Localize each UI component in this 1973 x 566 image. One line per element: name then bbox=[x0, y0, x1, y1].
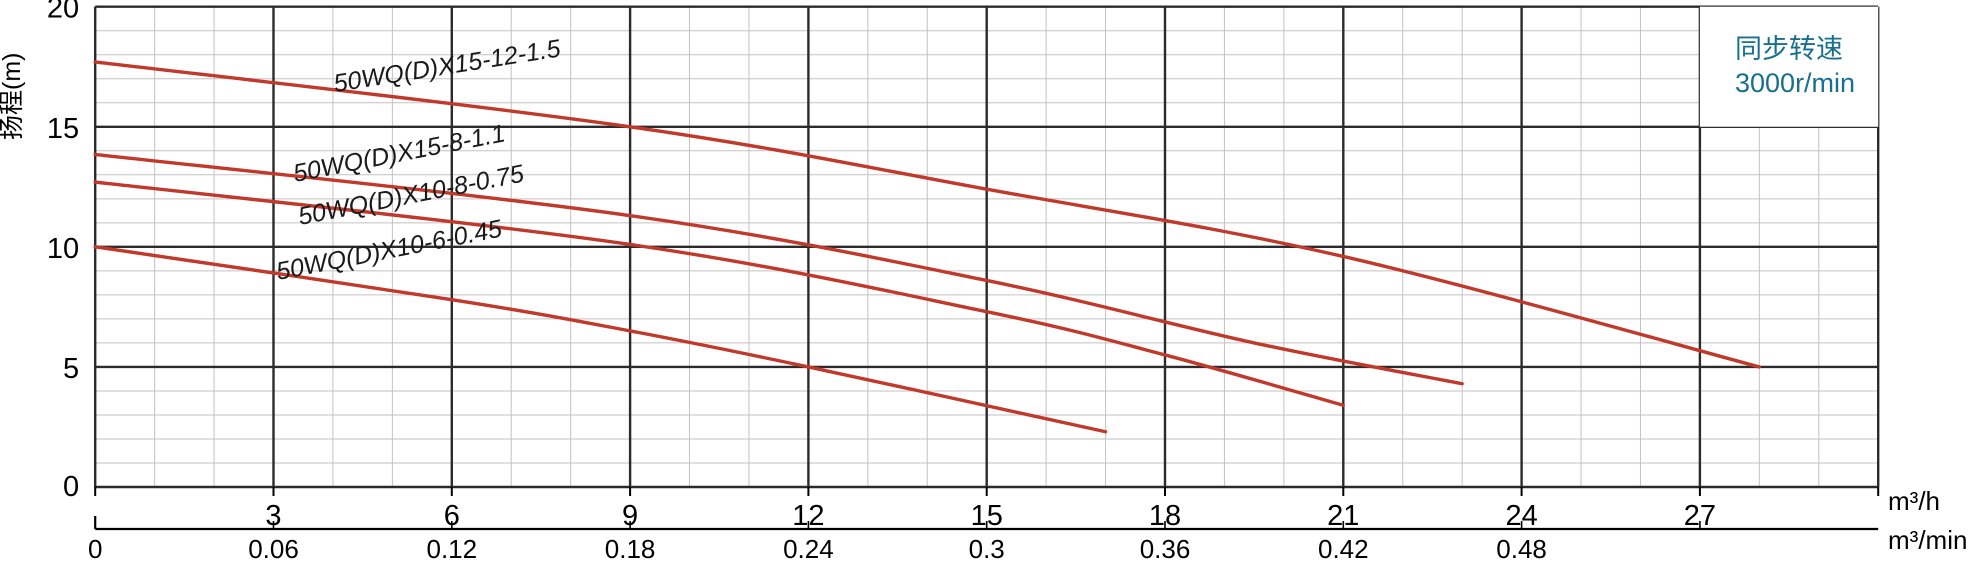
svg-text:0.18: 0.18 bbox=[605, 534, 656, 564]
svg-text:10: 10 bbox=[47, 233, 79, 265]
svg-text:3000r/min: 3000r/min bbox=[1735, 68, 1855, 98]
svg-text:5: 5 bbox=[63, 353, 79, 385]
svg-text:0: 0 bbox=[63, 471, 79, 503]
svg-text:0.24: 0.24 bbox=[783, 534, 834, 564]
svg-text:15: 15 bbox=[47, 113, 79, 145]
svg-text:0: 0 bbox=[88, 534, 102, 564]
svg-text:m³/h: m³/h bbox=[1888, 486, 1940, 516]
svg-text:扬程(m): 扬程(m) bbox=[0, 53, 26, 140]
svg-text:0.3: 0.3 bbox=[969, 534, 1005, 564]
svg-text:m³/min: m³/min bbox=[1888, 525, 1967, 555]
svg-text:0.06: 0.06 bbox=[248, 534, 299, 564]
svg-text:同步转速: 同步转速 bbox=[1735, 34, 1843, 64]
svg-text:20: 20 bbox=[47, 0, 79, 25]
svg-text:0.42: 0.42 bbox=[1318, 534, 1369, 564]
svg-text:0.36: 0.36 bbox=[1140, 534, 1191, 564]
svg-text:0.12: 0.12 bbox=[426, 534, 477, 564]
svg-text:0.48: 0.48 bbox=[1496, 534, 1547, 564]
svg-text:50WQ(D)X15-12-1.5: 50WQ(D)X15-12-1.5 bbox=[332, 34, 563, 98]
